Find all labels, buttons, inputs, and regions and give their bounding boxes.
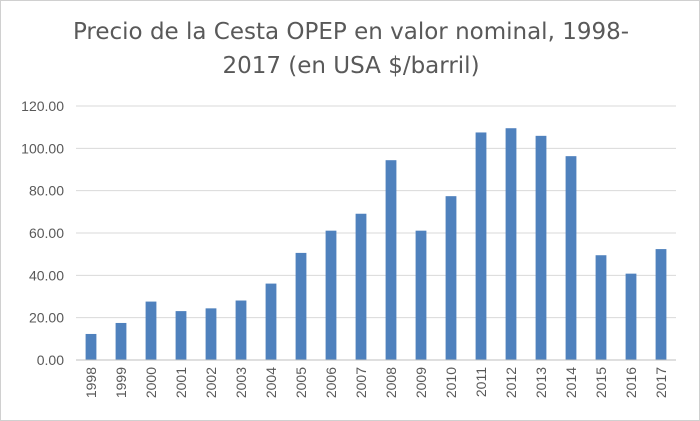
x-tick-label: 2009 xyxy=(413,367,429,398)
bar-2013 xyxy=(535,135,547,360)
bar-2016 xyxy=(625,273,637,360)
x-tick-label: 2001 xyxy=(173,367,189,398)
bar-1998 xyxy=(85,333,97,360)
y-tick-label: 0.00 xyxy=(37,352,64,368)
y-tick-label: 40.00 xyxy=(29,267,64,283)
x-tick-label: 1998 xyxy=(83,367,99,398)
bar-2004 xyxy=(265,283,277,360)
x-tick-label: 2007 xyxy=(353,367,369,398)
x-tick-label: 2015 xyxy=(593,367,609,398)
x-tick-label: 2003 xyxy=(233,367,249,398)
x-axis: 1998 1999 2000 2001 2002 2003 2004 2005 2006 2007… xyxy=(76,359,676,398)
x-tick-label: 2006 xyxy=(323,367,339,398)
bar-2002 xyxy=(205,308,217,360)
bar-2008 xyxy=(385,160,397,360)
y-tick-label: 100.00 xyxy=(21,140,64,156)
bar-2010 xyxy=(445,196,457,360)
bar-2003 xyxy=(235,300,247,360)
bar-2009 xyxy=(415,230,427,360)
x-tick-label: 2000 xyxy=(143,367,159,398)
bar-2000 xyxy=(145,301,157,360)
x-tick-label: 2012 xyxy=(503,367,519,398)
y-tick-label: 80.00 xyxy=(29,183,64,199)
y-tick-label: 60.00 xyxy=(29,225,64,241)
x-tick-label: 2002 xyxy=(203,367,219,398)
bar-2012 xyxy=(505,128,517,360)
bar-2017 xyxy=(655,249,667,360)
y-tick-label: 20.00 xyxy=(29,310,64,326)
x-tick-label: 2005 xyxy=(293,367,309,398)
x-tick-label: 2017 xyxy=(653,367,669,398)
chart-title: Precio de la Cesta OPEP en valor nominal… xyxy=(72,19,630,79)
x-tick-label: 2010 xyxy=(443,367,459,398)
x-tick-label: 1999 xyxy=(113,367,129,398)
bar-2014 xyxy=(565,156,577,360)
x-tick-label: 2014 xyxy=(563,367,579,398)
x-tick-label: 2011 xyxy=(473,367,489,397)
bar-2007 xyxy=(355,213,367,360)
x-tick-label: 2004 xyxy=(263,367,279,398)
x-tick-label: 2008 xyxy=(383,367,399,398)
bar-2006 xyxy=(325,230,337,360)
x-tick-label: 2013 xyxy=(533,367,549,398)
bar-2015 xyxy=(595,255,607,360)
bar-2005 xyxy=(295,252,307,360)
y-axis: 0.00 20.00 40.00 60.00 80.00 100.00 120.00 xyxy=(21,98,64,368)
y-tick-label: 120.00 xyxy=(21,98,64,114)
x-tick-label: 2016 xyxy=(623,367,639,398)
gridlines xyxy=(76,105,676,361)
bar-2011 xyxy=(475,132,487,360)
bar-1999 xyxy=(115,322,127,360)
bar-2001 xyxy=(175,311,187,360)
bars xyxy=(85,128,667,360)
